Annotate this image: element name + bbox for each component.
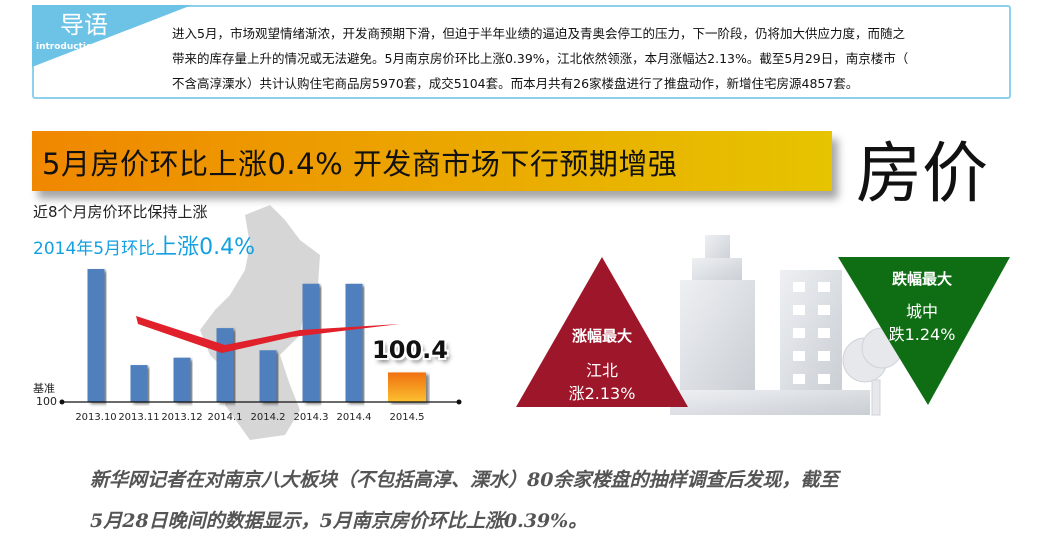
fall-triangle xyxy=(838,257,1010,405)
x-tick-label: 2014.1 xyxy=(207,412,243,423)
summary-line: 新华网记者在对南京八大板块（不包括高淳、溧水）80余家楼盘的抽样调查后发现，截至 xyxy=(90,469,839,491)
chart-highlight-prefix: 2014年5月环比 xyxy=(33,239,156,259)
rise-title: 涨幅最大 xyxy=(571,327,633,345)
intro-tab-en: introduction xyxy=(36,42,99,52)
headline-text: 5月房价环比上涨0.4% 开发商市场下行预期增强 xyxy=(42,147,678,181)
x-tick-label: 2013.11 xyxy=(118,412,160,423)
city-illustration xyxy=(516,235,1010,416)
intro-line: 不含高淳溧水）共计认购住宅商品房5970套，成交5104套。而本月共有26家楼盘… xyxy=(172,76,859,91)
intro-line: 带来的库存量上升的情况或无法避免。5月南京房价环比上涨0.39%，江北依然领涨，… xyxy=(172,51,909,66)
building-icon xyxy=(670,235,870,415)
bar-2014.5 xyxy=(388,372,426,402)
bar-chart xyxy=(59,269,462,405)
bar-2014.3 xyxy=(302,283,320,402)
section-title: 房价 xyxy=(856,135,988,212)
building-windows xyxy=(793,282,830,384)
summary-line: 5月28日晚间的数据显示，5月南京房价环比上涨0.39%。 xyxy=(90,510,588,532)
bar-2014.2 xyxy=(259,350,277,402)
fall-value: 跌1.24% xyxy=(888,325,956,344)
chart-highlight-value: 上涨0.4% xyxy=(155,235,255,260)
headline-banner: 5月房价环比上涨0.4% 开发商市场下行预期增强 xyxy=(32,131,832,191)
x-tick-label: 2014.4 xyxy=(336,412,372,423)
x-tick-label: 2014.3 xyxy=(293,412,329,423)
bar-2013.12 xyxy=(173,357,191,402)
chart-highlight: 2014年5月环比上涨0.4% xyxy=(33,229,255,261)
bar-2013.10 xyxy=(87,269,105,402)
rise-triangle xyxy=(516,257,688,407)
x-tick-label: 2013.12 xyxy=(161,412,203,423)
axis-start-dot xyxy=(59,399,65,405)
axis-end-dot xyxy=(456,399,462,405)
bar-2014.1 xyxy=(216,328,234,402)
x-tick-label: 2013.10 xyxy=(75,412,117,423)
rise-area: 江北 xyxy=(585,361,619,380)
x-tick-label: 2014.5 xyxy=(389,412,425,423)
intro-tab: 导语 introduction xyxy=(32,5,192,67)
baseline-label: 基准 xyxy=(33,382,55,395)
bar-2013.11 xyxy=(130,365,148,402)
highlight-value-label: 100.4 xyxy=(372,336,448,364)
rise-value: 涨2.13% xyxy=(568,384,636,403)
baseline-value: 100 xyxy=(36,395,57,408)
fall-title: 跌幅最大 xyxy=(891,270,953,288)
trend-arrow xyxy=(136,316,400,353)
fall-area: 城中 xyxy=(905,302,939,321)
x-tick-label: 2014.2 xyxy=(250,412,286,423)
intro-tab-cn: 导语 xyxy=(60,11,108,39)
bar-2014.4 xyxy=(345,283,363,402)
intro-line: 进入5月，市场观望情绪渐浓，开发商预期下滑，但迫于半年业绩的逼迫及青奥会停工的压… xyxy=(172,26,905,41)
chart-title: 近8个月房价环比保持上涨 xyxy=(33,203,208,221)
